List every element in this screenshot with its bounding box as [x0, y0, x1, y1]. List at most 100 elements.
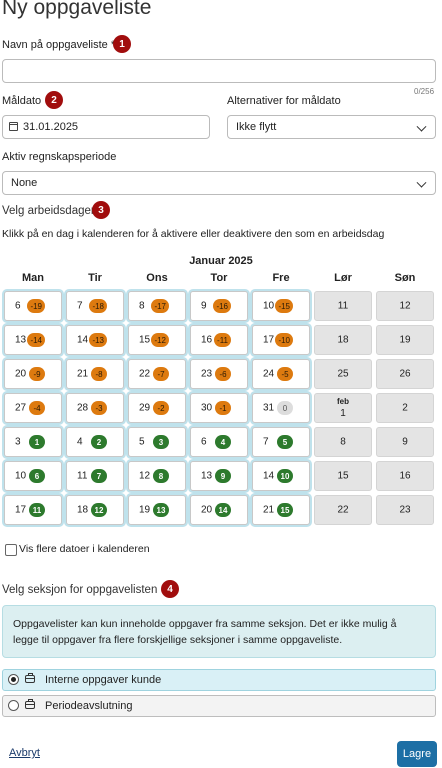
day-number: 2 — [402, 402, 408, 414]
day-number: 15 — [337, 470, 349, 482]
day-offset-badge: 2 — [91, 435, 107, 449]
calendar-day[interactable]: 11 7 — [66, 461, 124, 491]
calendar-day[interactable]: 15 — [314, 461, 372, 491]
calendar-day[interactable]: 31 0 — [252, 393, 310, 423]
day-number: 7 — [77, 300, 83, 312]
day-offset-badge: -5 — [277, 367, 293, 381]
calendar-day[interactable]: feb 1 — [314, 393, 372, 423]
calendar-day[interactable]: 12 — [376, 291, 434, 321]
calendar-day[interactable]: 25 — [314, 359, 372, 389]
calendar-day[interactable]: 17 -10 — [252, 325, 310, 355]
calendar-day[interactable]: 10 6 — [4, 461, 62, 491]
due-date-input[interactable]: 31.01.2025 — [2, 115, 210, 139]
calendar-day[interactable]: 26 — [376, 359, 434, 389]
briefcase-icon — [25, 699, 35, 709]
calendar-day[interactable]: 18 — [314, 325, 372, 355]
cancel-link[interactable]: Avbryt — [9, 747, 40, 759]
calendar-day[interactable]: 20 -9 — [4, 359, 62, 389]
calendar-day[interactable]: 13 -14 — [4, 325, 62, 355]
day-offset-badge: -11 — [214, 333, 231, 347]
due-date-label: Måldato — [2, 95, 42, 107]
calendar-day[interactable]: 23 -6 — [190, 359, 248, 389]
day-number: 21 — [263, 504, 275, 516]
calendar-day[interactable]: 17 11 — [4, 495, 62, 525]
calendar-day[interactable]: 16 — [376, 461, 434, 491]
calendar-day[interactable]: 20 14 — [190, 495, 248, 525]
name-input[interactable] — [2, 59, 436, 83]
calendar-day[interactable]: 29 -2 — [128, 393, 186, 423]
weekday-label: Tor — [210, 272, 228, 284]
day-number: 18 — [77, 504, 89, 516]
day-number: 6 — [15, 300, 21, 312]
calendar-day[interactable]: 21 15 — [252, 495, 310, 525]
period-select[interactable]: None — [2, 171, 436, 195]
day-number: 20 — [201, 504, 213, 516]
calendar-day[interactable]: 23 — [376, 495, 434, 525]
weekday-label: Ons — [146, 272, 168, 284]
calendar-day[interactable]: 2 — [376, 393, 434, 423]
calendar-day[interactable]: 30 -1 — [190, 393, 248, 423]
day-offset-badge: -8 — [91, 367, 107, 381]
day-number: 17 — [15, 504, 27, 516]
calendar-day[interactable]: 6 -19 — [4, 291, 62, 321]
section-option-internal[interactable]: Interne oppgaver kunde — [2, 669, 436, 691]
day-number: 10 — [15, 470, 27, 482]
day-number: 28 — [77, 402, 89, 414]
day-number: 22 — [139, 368, 151, 380]
calendar-day[interactable]: 8 — [314, 427, 372, 457]
due-alternatives-select[interactable]: Ikke flytt — [227, 115, 436, 139]
workdays-heading: Velg arbeidsdager — [2, 205, 95, 217]
day-number: 7 — [263, 436, 269, 448]
calendar-day[interactable]: 21 -8 — [66, 359, 124, 389]
calendar-day[interactable]: 24 -5 — [252, 359, 310, 389]
day-offset-badge: -15 — [275, 299, 293, 313]
day-offset-badge: 11 — [29, 503, 45, 517]
calendar-day[interactable]: 19 — [376, 325, 434, 355]
day-number: 23 — [201, 368, 213, 380]
calendar-day[interactable]: 11 — [314, 291, 372, 321]
calendar-day[interactable]: 28 -3 — [66, 393, 124, 423]
section-option-period-close[interactable]: Periodeavslutning — [2, 695, 436, 717]
calendar-day[interactable]: 15 -12 — [128, 325, 186, 355]
calendar-day[interactable]: 9 -16 — [190, 291, 248, 321]
day-number: 29 — [139, 402, 151, 414]
calendar-day[interactable]: 22 — [314, 495, 372, 525]
weekday-label: Man — [22, 272, 44, 284]
weekday-label: Tir — [88, 272, 102, 284]
day-number: 19 — [399, 334, 411, 346]
section-info-box: Oppgavelister kan kun inneholde oppgaver… — [2, 605, 436, 658]
calendar-day[interactable]: 9 — [376, 427, 434, 457]
day-offset-badge: -3 — [91, 401, 107, 415]
calendar-day[interactable]: 13 9 — [190, 461, 248, 491]
day-offset-badge: -1 — [215, 401, 231, 415]
show-more-checkbox[interactable] — [5, 544, 17, 556]
calendar-day[interactable]: 14 -13 — [66, 325, 124, 355]
calendar-day[interactable]: 19 13 — [128, 495, 186, 525]
calendar-day[interactable]: 10 -15 — [252, 291, 310, 321]
day-number: 14 — [77, 334, 89, 346]
calendar-day[interactable]: 16 -11 — [190, 325, 248, 355]
calendar-day[interactable]: 22 -7 — [128, 359, 186, 389]
day-number: 13 — [15, 334, 27, 346]
calendar-day[interactable]: 18 12 — [66, 495, 124, 525]
radio-unselected[interactable] — [8, 700, 19, 711]
calendar-day[interactable]: 14 10 — [252, 461, 310, 491]
day-offset-badge: 9 — [215, 469, 231, 483]
calendar-day[interactable]: 8 -17 — [128, 291, 186, 321]
calendar-day[interactable]: 12 8 — [128, 461, 186, 491]
calendar-day[interactable]: 27 -4 — [4, 393, 62, 423]
month-marker: feb — [337, 397, 349, 406]
page-title: Ny oppgaveliste — [2, 0, 152, 19]
weekday-label: Søn — [394, 272, 416, 284]
radio-selected[interactable] — [8, 674, 19, 685]
calendar-day[interactable]: 7 -18 — [66, 291, 124, 321]
day-number: 12 — [139, 470, 151, 482]
day-offset-badge: -13 — [89, 333, 107, 347]
day-number: 19 — [139, 504, 151, 516]
save-button[interactable]: Lagre — [397, 741, 437, 767]
